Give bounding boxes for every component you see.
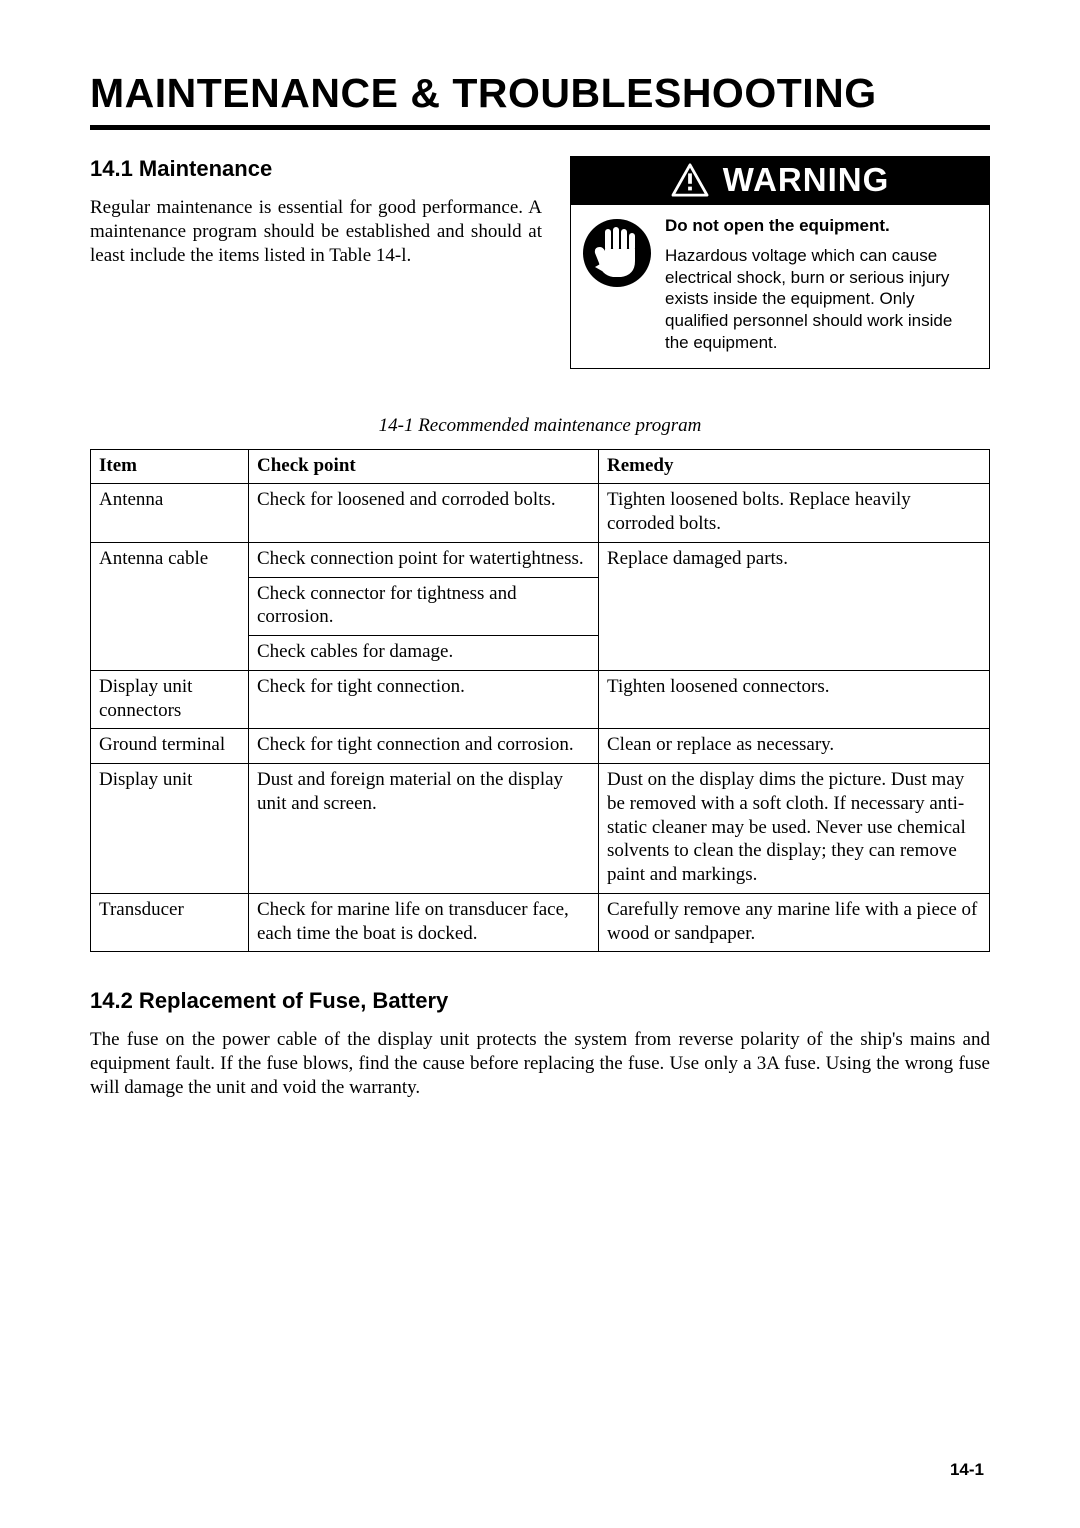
cell-check: Check for marine life on transducer face… <box>249 893 599 952</box>
section-heading-fuse: 14.2 Replacement of Fuse, Battery <box>90 988 990 1014</box>
cell-remedy: Clean or replace as necessary. <box>599 729 990 764</box>
cell-remedy: Dust on the display dims the picture. Du… <box>599 764 990 894</box>
table-row: Transducer Check for marine life on tran… <box>91 893 990 952</box>
cell-remedy: Tighten loosened connectors. <box>599 670 990 729</box>
warning-title: WARNING <box>723 161 890 199</box>
maintenance-body: Regular maintenance is essential for goo… <box>90 196 542 267</box>
cell-check: Check cables for damage. <box>249 636 599 671</box>
top-section: 14.1 Maintenance Regular maintenance is … <box>90 156 990 369</box>
warning-text: Do not open the equipment. Hazardous vol… <box>665 215 975 354</box>
col-header-check: Check point <box>249 449 599 484</box>
table-row: Antenna cable Check connection point for… <box>91 542 990 577</box>
maintenance-table: Item Check point Remedy Antenna Check fo… <box>90 449 990 953</box>
fuse-body: The fuse on the power cable of the displ… <box>90 1028 990 1099</box>
page-number: 14-1 <box>950 1460 984 1480</box>
cell-item: Display unit connectors <box>91 670 249 729</box>
cell-item: Transducer <box>91 893 249 952</box>
do-not-touch-icon <box>581 217 653 289</box>
table-row: Antenna Check for loosened and corroded … <box>91 484 990 543</box>
cell-check: Check for tight connection and corrosion… <box>249 729 599 764</box>
col-header-item: Item <box>91 449 249 484</box>
title-rule <box>90 125 990 130</box>
cell-check: Check for tight connection. <box>249 670 599 729</box>
warning-strong: Do not open the equipment. <box>665 215 975 237</box>
warning-box: WARNING Do not open the equipment. Hazar… <box>570 156 990 369</box>
section-heading-maintenance: 14.1 Maintenance <box>90 156 542 182</box>
cell-remedy: Carefully remove any marine life with a … <box>599 893 990 952</box>
cell-item: Ground terminal <box>91 729 249 764</box>
warning-body: Do not open the equipment. Hazardous vol… <box>571 205 989 368</box>
table-caption: 14-1 Recommended maintenance program <box>90 415 990 437</box>
table-row: Ground terminal Check for tight connecti… <box>91 729 990 764</box>
cell-check: Check for loosened and corroded bolts. <box>249 484 599 543</box>
cell-check: Dust and foreign material on the display… <box>249 764 599 894</box>
table-row: Display unit connectors Check for tight … <box>91 670 990 729</box>
cell-item: Antenna <box>91 484 249 543</box>
cell-item: Antenna cable <box>91 542 249 670</box>
cell-item: Display unit <box>91 764 249 894</box>
page-title: MAINTENANCE & TROUBLESHOOTING <box>90 70 990 117</box>
cell-check: Check connection point for watertightnes… <box>249 542 599 577</box>
cell-remedy: Tighten loosened bolts. Replace heavily … <box>599 484 990 543</box>
warning-triangle-icon <box>671 163 709 197</box>
cell-remedy: Replace damaged parts. <box>599 542 990 670</box>
table-header-row: Item Check point Remedy <box>91 449 990 484</box>
table-row: Display unit Dust and foreign material o… <box>91 764 990 894</box>
col-header-remedy: Remedy <box>599 449 990 484</box>
maintenance-column: 14.1 Maintenance Regular maintenance is … <box>90 156 542 267</box>
warning-header: WARNING <box>571 157 989 205</box>
warning-detail: Hazardous voltage which can cause electr… <box>665 246 952 352</box>
cell-check: Check connector for tightness and corros… <box>249 577 599 636</box>
